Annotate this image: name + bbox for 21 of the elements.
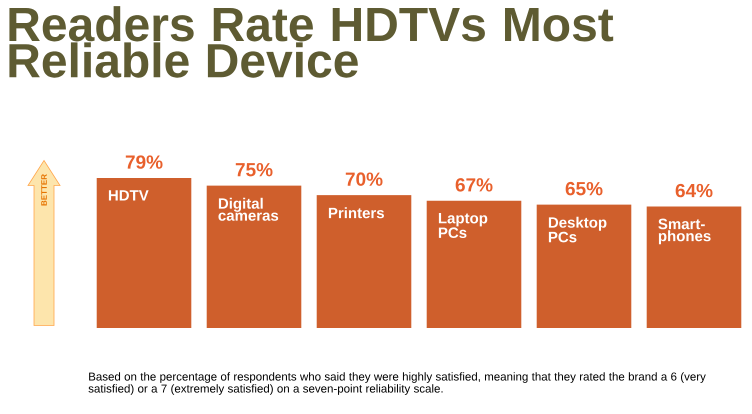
x-tick-label: Desktop PCs <box>548 216 606 242</box>
data-label: 70% <box>346 172 383 186</box>
data-label: 67% <box>456 178 493 192</box>
text: BETTER <box>41 174 47 206</box>
data-label: 64% <box>676 184 712 198</box>
x-tick-label: Digital cameras <box>218 198 278 221</box>
x-tick-label: Smart-phones <box>658 218 711 244</box>
bar <box>316 195 412 328</box>
data-label: 75% <box>236 162 273 176</box>
chart-title: Readers Rate HDTVs Most Reliable Device <box>9 6 614 78</box>
x-tick-label: Printers <box>328 207 384 218</box>
bar <box>206 186 302 328</box>
data-label: 79% <box>126 155 163 169</box>
bar <box>646 206 742 328</box>
bar <box>536 204 632 328</box>
text: Based on the percentage of respondents who said they were highly satisfied, meaning that they rated the brand a 6 (very satisfied) or a 7 (extremely satisfied) on a seven-point reliability scale. <box>88 372 706 395</box>
bar <box>96 178 192 328</box>
bar <box>426 200 522 328</box>
data-label: 65% <box>566 182 602 196</box>
x-tick-label: Laptop PCs <box>438 212 488 238</box>
x-tick-label: HDTV <box>108 190 149 201</box>
